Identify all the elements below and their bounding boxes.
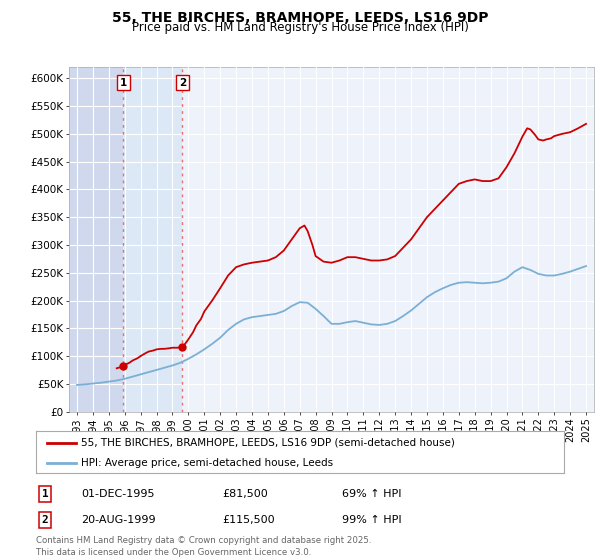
Text: 1: 1: [120, 78, 127, 88]
Text: 99% ↑ HPI: 99% ↑ HPI: [342, 515, 401, 525]
Text: 2: 2: [179, 78, 186, 88]
Text: Price paid vs. HM Land Registry's House Price Index (HPI): Price paid vs. HM Land Registry's House …: [131, 21, 469, 34]
Text: 55, THE BIRCHES, BRAMHOPE, LEEDS, LS16 9DP (semi-detached house): 55, THE BIRCHES, BRAMHOPE, LEEDS, LS16 9…: [81, 438, 455, 448]
Bar: [69, 67, 124, 412]
Bar: [124, 67, 182, 412]
Text: 1: 1: [41, 489, 49, 499]
Text: 2: 2: [41, 515, 49, 525]
Text: 01-DEC-1995: 01-DEC-1995: [81, 489, 155, 499]
Text: 55, THE BIRCHES, BRAMHOPE, LEEDS, LS16 9DP: 55, THE BIRCHES, BRAMHOPE, LEEDS, LS16 9…: [112, 11, 488, 25]
Text: 69% ↑ HPI: 69% ↑ HPI: [342, 489, 401, 499]
Text: HPI: Average price, semi-detached house, Leeds: HPI: Average price, semi-detached house,…: [81, 458, 333, 468]
Text: 20-AUG-1999: 20-AUG-1999: [81, 515, 155, 525]
Text: £115,500: £115,500: [222, 515, 275, 525]
Text: £81,500: £81,500: [222, 489, 268, 499]
Text: Contains HM Land Registry data © Crown copyright and database right 2025.
This d: Contains HM Land Registry data © Crown c…: [36, 536, 371, 557]
